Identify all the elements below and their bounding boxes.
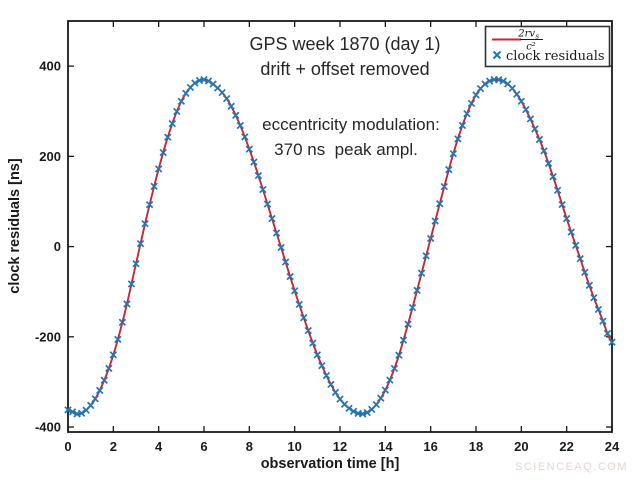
x-tick-label: 14 xyxy=(378,439,393,454)
x-tick-label: 10 xyxy=(287,439,301,454)
y-tick-label: -200 xyxy=(35,329,61,344)
legend-label-clock-residuals: clock residuals xyxy=(506,49,605,64)
x-tick-label: 4 xyxy=(155,439,163,454)
x-tick-label: 22 xyxy=(559,439,573,454)
annotation-line2: 370 ns peak ampl. xyxy=(274,140,418,159)
legend-box xyxy=(484,25,611,68)
y-tick-label: 400 xyxy=(39,59,61,74)
annotation-line1: eccentricity modulation: xyxy=(262,115,440,134)
legend-formula-numerator: 2rv xyxy=(517,29,535,40)
y-axis-label: clock residuals [ns] xyxy=(7,158,23,294)
x-tick-label: 2 xyxy=(110,439,117,454)
chart-title-line1: GPS week 1870 (day 1) xyxy=(249,34,440,54)
y-tick-label: 200 xyxy=(39,149,61,164)
legend-x-marker-sample xyxy=(492,50,502,60)
legend-formula-denominator: c² xyxy=(526,42,536,53)
x-tick-label: 24 xyxy=(605,439,620,454)
x-tick-label: 0 xyxy=(64,439,71,454)
x-tick-label: 12 xyxy=(333,439,347,454)
x-tick-label: 16 xyxy=(423,439,437,454)
y-tick-label: 0 xyxy=(54,239,61,254)
x-tick-label: 18 xyxy=(469,439,483,454)
plot-frame xyxy=(67,20,613,433)
legend-formula-numerator-sub: s xyxy=(536,33,540,41)
x-tick-label: 8 xyxy=(246,439,253,454)
clock-residual-markers xyxy=(64,75,616,418)
x-tick-label: 20 xyxy=(514,439,528,454)
x-tick-label: 6 xyxy=(200,439,207,454)
legend: 2rv s c² clock residuals xyxy=(484,25,611,68)
chart-title-line2: drift + offset removed xyxy=(260,59,429,79)
y-tick-label: -400 xyxy=(35,420,61,435)
x-axis-label: observation time [h] xyxy=(261,456,400,472)
watermark: SCIENCEAQ.COM xyxy=(515,461,628,473)
